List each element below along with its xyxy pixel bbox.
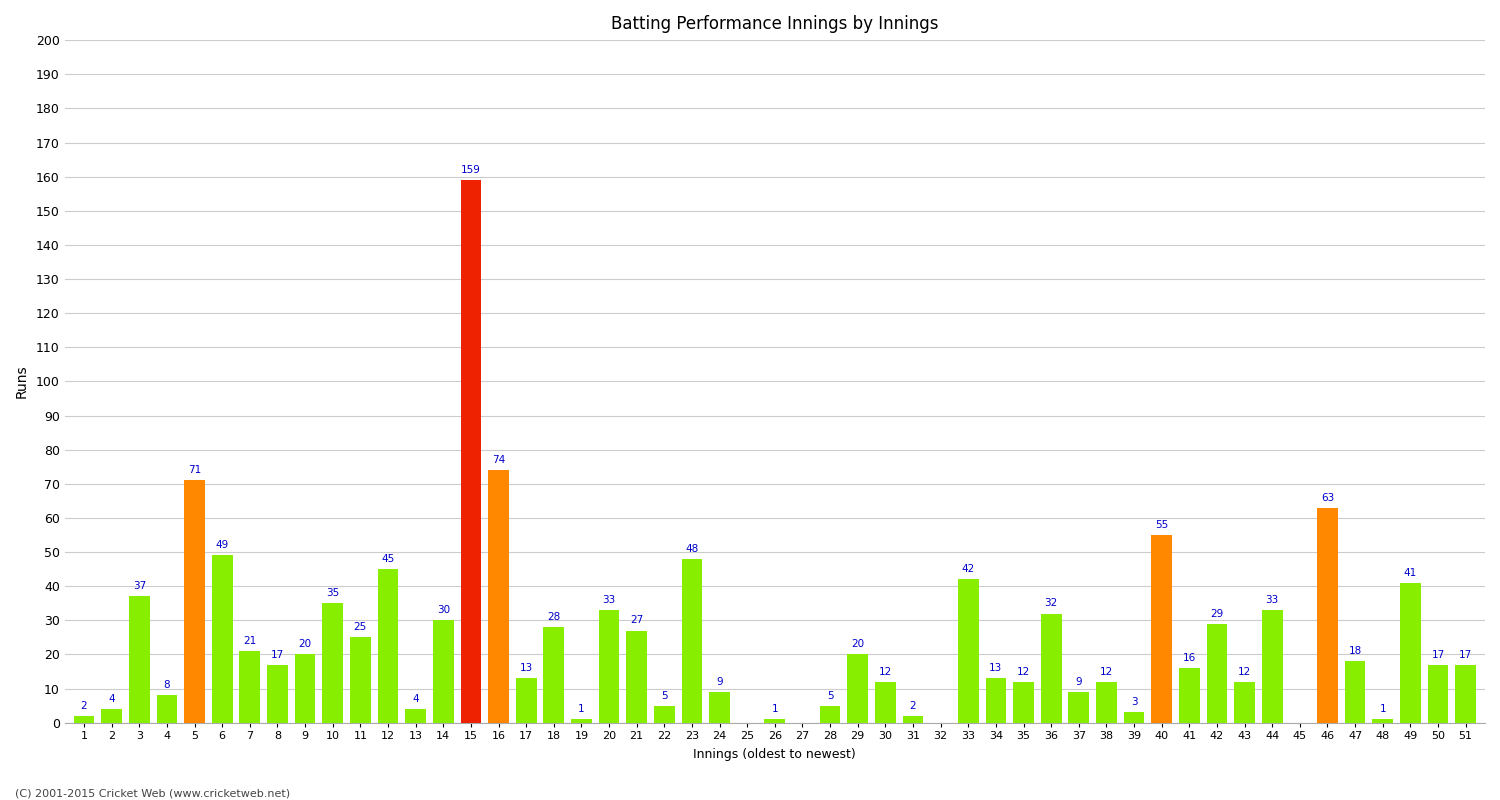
Text: 12: 12 <box>1238 666 1251 677</box>
Text: 17: 17 <box>272 650 284 659</box>
Text: 13: 13 <box>990 663 1002 674</box>
Text: 33: 33 <box>603 595 615 605</box>
Text: 12: 12 <box>1100 666 1113 677</box>
Bar <box>156 695 177 722</box>
Bar <box>874 682 896 722</box>
Text: 42: 42 <box>962 564 975 574</box>
Bar <box>350 638 370 722</box>
Text: 1: 1 <box>578 704 585 714</box>
Bar <box>433 620 453 722</box>
Text: 28: 28 <box>548 612 561 622</box>
Bar <box>460 180 482 722</box>
Text: 1: 1 <box>771 704 778 714</box>
Text: 48: 48 <box>686 544 699 554</box>
Text: 8: 8 <box>164 680 170 690</box>
Bar <box>1068 692 1089 722</box>
Bar <box>1152 535 1172 722</box>
Bar <box>986 678 1006 722</box>
Text: 17: 17 <box>1431 650 1444 659</box>
Text: 12: 12 <box>1017 666 1031 677</box>
Text: 9: 9 <box>1076 677 1082 687</box>
Bar <box>819 706 840 722</box>
Text: 30: 30 <box>436 606 450 615</box>
Bar <box>184 480 206 722</box>
Text: 1: 1 <box>1380 704 1386 714</box>
Bar <box>322 603 344 722</box>
Text: 20: 20 <box>850 639 864 650</box>
Text: 27: 27 <box>630 615 644 626</box>
Bar <box>516 678 537 722</box>
Bar <box>1346 662 1365 722</box>
Text: 159: 159 <box>460 165 482 175</box>
Text: 20: 20 <box>298 639 312 650</box>
Text: 37: 37 <box>132 582 146 591</box>
Text: 21: 21 <box>243 636 256 646</box>
Text: 55: 55 <box>1155 520 1168 530</box>
Bar <box>1124 713 1144 722</box>
Bar <box>1041 614 1062 722</box>
Bar <box>102 709 122 722</box>
Bar <box>1428 665 1449 722</box>
Text: 9: 9 <box>717 677 723 687</box>
Bar <box>74 716 94 722</box>
Text: 63: 63 <box>1322 493 1334 502</box>
Bar <box>765 719 784 722</box>
Text: 45: 45 <box>381 554 394 564</box>
Text: 18: 18 <box>1348 646 1362 656</box>
Text: 41: 41 <box>1404 568 1417 578</box>
Text: 3: 3 <box>1131 698 1137 707</box>
Text: 5: 5 <box>662 690 668 701</box>
Text: (C) 2001-2015 Cricket Web (www.cricketweb.net): (C) 2001-2015 Cricket Web (www.cricketwe… <box>15 788 290 798</box>
Text: 13: 13 <box>519 663 532 674</box>
Text: 33: 33 <box>1266 595 1280 605</box>
Bar <box>598 610 619 722</box>
Bar <box>129 597 150 722</box>
Bar <box>378 569 399 722</box>
Text: 4: 4 <box>108 694 116 704</box>
Bar <box>1455 665 1476 722</box>
Text: 74: 74 <box>492 455 506 465</box>
Text: 32: 32 <box>1044 598 1058 608</box>
Bar <box>294 654 315 722</box>
Bar <box>1317 508 1338 722</box>
Bar <box>627 630 646 722</box>
Text: 4: 4 <box>413 694 419 704</box>
Text: 2: 2 <box>81 701 87 710</box>
Text: 2: 2 <box>909 701 916 710</box>
Bar <box>1179 668 1200 722</box>
Text: 25: 25 <box>354 622 368 632</box>
Bar <box>572 719 592 722</box>
Bar <box>1234 682 1256 722</box>
Bar <box>240 651 260 722</box>
Bar <box>654 706 675 722</box>
X-axis label: Innings (oldest to newest): Innings (oldest to newest) <box>693 748 856 761</box>
Text: 29: 29 <box>1210 609 1224 618</box>
Y-axis label: Runs: Runs <box>15 365 28 398</box>
Text: 35: 35 <box>326 588 339 598</box>
Bar <box>488 470 508 722</box>
Bar <box>267 665 288 722</box>
Text: 5: 5 <box>827 690 834 701</box>
Bar <box>847 654 868 722</box>
Bar <box>1096 682 1118 722</box>
Bar <box>405 709 426 722</box>
Bar <box>710 692 730 722</box>
Bar <box>681 559 702 722</box>
Bar <box>211 555 232 722</box>
Bar <box>1372 719 1394 722</box>
Bar <box>1262 610 1282 722</box>
Title: Batting Performance Innings by Innings: Batting Performance Innings by Innings <box>610 15 939 33</box>
Text: 71: 71 <box>188 466 201 475</box>
Text: 16: 16 <box>1182 653 1196 663</box>
Bar <box>958 579 978 722</box>
Bar <box>1013 682 1034 722</box>
Text: 49: 49 <box>216 540 229 550</box>
Bar <box>543 627 564 722</box>
Text: 12: 12 <box>879 666 892 677</box>
Bar <box>903 716 924 722</box>
Bar <box>1400 582 1420 722</box>
Bar <box>1206 624 1227 722</box>
Text: 17: 17 <box>1460 650 1473 659</box>
